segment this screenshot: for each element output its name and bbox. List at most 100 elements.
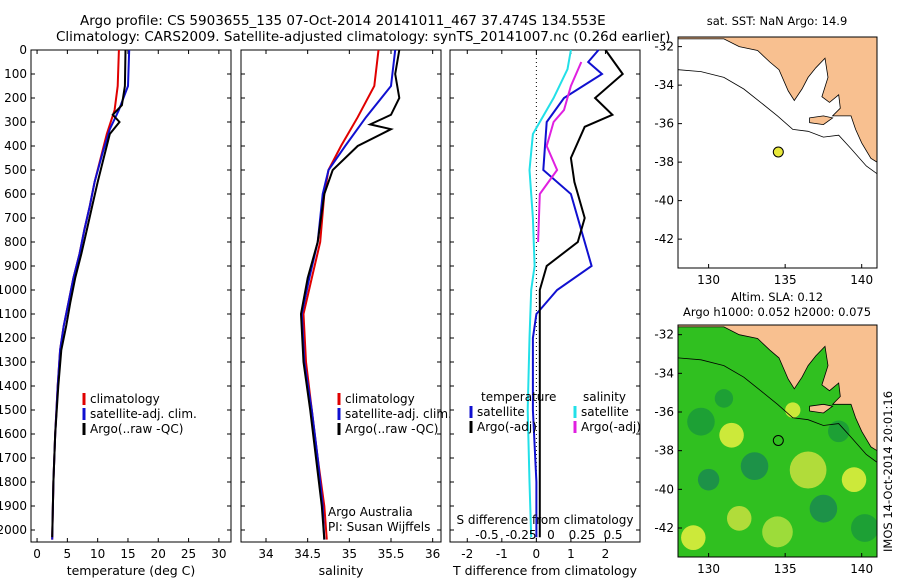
y-tick-label: 1300 <box>0 355 27 369</box>
x-tick-label: -1 <box>496 547 508 561</box>
legend-label: Argo(-adj) <box>477 420 537 434</box>
x-tick-label: 15 <box>120 547 135 561</box>
island <box>809 115 834 126</box>
y-tick-label: 1500 <box>0 403 27 417</box>
sla-blob <box>697 468 720 491</box>
x-tick-label: 20 <box>151 547 166 561</box>
y-tick-label: -40 <box>654 482 674 496</box>
y-tick-label: -34 <box>654 366 674 380</box>
shelf-contour <box>678 69 877 175</box>
annotation-line1: Argo Australia <box>328 505 413 519</box>
sla-map-title-line2: Argo h1000: 0.052 h2000: 0.075 <box>683 305 871 319</box>
y-tick-label: 1700 <box>0 451 27 465</box>
s-tick-label: 0.5 <box>603 528 622 542</box>
y-tick-label: 500 <box>4 163 27 177</box>
y-tick-label: -42 <box>654 521 674 535</box>
series-line-0 <box>531 49 604 538</box>
x-tick-label: 0 <box>533 547 541 561</box>
legend-label: satellite-adj. clim. <box>90 407 197 421</box>
sla-blob <box>726 505 752 531</box>
sla-blob <box>681 525 706 551</box>
x-tick-label: 5 <box>64 547 72 561</box>
legend-label: Argo(..raw -QC) <box>90 422 183 436</box>
annotation-line2: PI: Susan Wijffels <box>328 520 430 534</box>
y-tick-label: 200 <box>4 91 27 105</box>
y-tick-label: 1400 <box>0 379 27 393</box>
x-tick-label: 130 <box>697 273 720 287</box>
axes-frame <box>240 49 442 543</box>
sla-blob <box>828 420 850 443</box>
land <box>678 325 877 452</box>
x-tick-label: 140 <box>850 273 873 287</box>
y-tick-label: 600 <box>4 187 27 201</box>
y-tick-label: -40 <box>654 194 674 208</box>
y-tick-label: -32 <box>654 328 674 342</box>
sla-map-title-line1: Altim. SLA: 0.12 <box>731 290 823 304</box>
y-tick-label: 1800 <box>0 475 27 489</box>
sla-blob <box>687 407 715 436</box>
legend-label: satellite <box>477 405 525 419</box>
y-tick-label: -38 <box>654 155 674 169</box>
s-tick-label: -0.25 <box>505 528 536 542</box>
axes-frame <box>30 49 232 543</box>
y-tick-label: 1100 <box>0 307 27 321</box>
series-line-1 <box>538 49 625 538</box>
y-tick-label: 1900 <box>0 499 27 513</box>
s-axis-label: S difference from climatology <box>457 513 634 527</box>
sla-map-panel: -32 -34 -36 -38 -40 -42 130 135 140 Altim. SLA: 0… <box>654 290 895 576</box>
y-tick-label: 400 <box>4 139 27 153</box>
x-tick-label: 0 <box>33 547 41 561</box>
sla-blob <box>809 494 838 523</box>
legend-label: satellite <box>581 405 629 419</box>
sla-blob <box>762 516 793 548</box>
x-tick-label: 130 <box>697 562 720 576</box>
y-tick-label: 1000 <box>0 283 27 297</box>
x-tick-label: 140 <box>850 562 873 576</box>
s-tick-label: 0.25 <box>569 528 596 542</box>
x-tick-label: 34 <box>258 547 273 561</box>
x-axis-label: temperature (deg C) <box>67 563 196 578</box>
land <box>678 37 877 163</box>
y-tick-label: -42 <box>654 232 674 246</box>
y-tick-label: 1600 <box>0 427 27 441</box>
x-axis-label: salinity <box>319 563 364 578</box>
y-tick-label: -32 <box>654 40 674 54</box>
x-tick-label: 10 <box>90 547 105 561</box>
legend-label: climatology <box>345 392 415 406</box>
argo-float-marker <box>772 146 784 158</box>
x-tick-label: 135 <box>774 562 797 576</box>
s-tick-label: 0 <box>547 528 555 542</box>
imos-timestamp: IMOS 14-Oct-2014 20:01:16 <box>881 391 895 552</box>
x-tick-label: 25 <box>181 547 196 561</box>
legend-label: Argo(..raw -QC) <box>345 422 438 436</box>
map-frame <box>677 36 878 269</box>
y-tick-label: -38 <box>654 444 674 458</box>
series-line-2 <box>299 49 401 540</box>
x-tick-label: 35 <box>342 547 357 561</box>
y-tick-label: 0 <box>19 43 27 57</box>
map-frame <box>677 324 878 558</box>
y-tick-label: 700 <box>4 211 27 225</box>
s-tick-label: -0.5 <box>475 528 498 542</box>
title-line2: Climatology: CARS2009. Satellite-adjuste… <box>56 29 670 45</box>
y-tick-label: 100 <box>4 67 27 81</box>
series-line-2 <box>51 49 127 538</box>
legend-title-salinity: salinity <box>583 390 626 404</box>
legend-label: climatology <box>90 392 160 406</box>
x-axis-label: T difference from climatology <box>452 563 638 578</box>
x-tick-label: 135 <box>774 273 797 287</box>
y-tick-label: 800 <box>4 235 27 249</box>
argo-float-marker <box>772 434 784 446</box>
sla-blob <box>719 422 744 448</box>
y-tick-label: 300 <box>4 115 27 129</box>
series-line-2 <box>526 49 572 538</box>
sla-blob <box>789 451 827 489</box>
y-tick-label: 2000 <box>0 523 27 537</box>
x-tick-label: 30 <box>211 547 226 561</box>
shelf-contour <box>678 357 877 463</box>
x-tick-label: -2 <box>461 547 473 561</box>
series-line-3 <box>537 61 583 243</box>
legend-title-temperature: temperature <box>481 390 556 404</box>
x-tick-label: 36 <box>425 547 440 561</box>
